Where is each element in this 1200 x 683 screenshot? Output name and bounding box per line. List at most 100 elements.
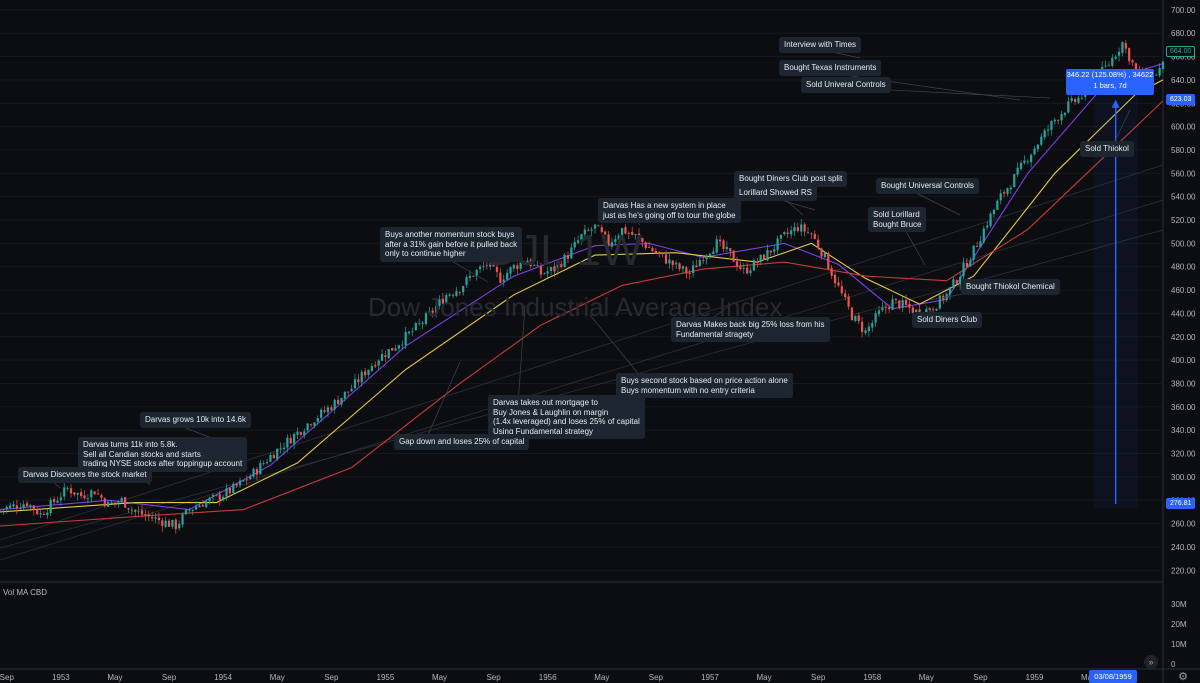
trade-annotation-label[interactable]: Sold Lorillard Bought Bruce xyxy=(868,207,927,232)
candle-body xyxy=(228,488,231,494)
candle-body xyxy=(1019,162,1023,169)
candle-body xyxy=(570,247,573,259)
trade-annotation-label[interactable]: Darvas turns 11k into 5.8k. Sell all Can… xyxy=(78,437,248,472)
candle-body xyxy=(232,483,235,494)
x-tick-label: 1959 xyxy=(1026,673,1044,682)
candle-body xyxy=(428,311,431,313)
candle-body xyxy=(411,330,414,332)
trade-annotation-label[interactable]: Interview with Times xyxy=(779,37,862,53)
candle-body xyxy=(1050,121,1053,130)
y-tick-label: 300.00 xyxy=(1171,473,1196,482)
trade-annotation-label[interactable]: Darvas Discvoers the stock market xyxy=(18,467,152,483)
candle-body xyxy=(96,493,100,495)
candle-body xyxy=(779,234,783,239)
trade-annotation-label[interactable]: Darvas grows 10k into 14.6k xyxy=(140,412,251,428)
trade-annotation-label[interactable]: Lorillard Showed RS xyxy=(734,185,817,201)
candle-body xyxy=(184,509,188,515)
y-tick-label: 460.00 xyxy=(1171,286,1196,295)
trade-annotation-label[interactable]: Gap down and loses 25% of capital xyxy=(394,434,530,450)
candle-body xyxy=(509,267,512,274)
candle-body xyxy=(773,249,776,252)
candle-body xyxy=(1053,119,1056,122)
trade-annotation-label[interactable]: Sold Thiokol xyxy=(1080,141,1134,157)
candle-body xyxy=(69,488,73,494)
candle-body xyxy=(407,331,411,334)
candle-body xyxy=(1128,48,1131,62)
candle-body xyxy=(641,238,644,242)
candle-body xyxy=(472,275,475,277)
y-tick-label: 660.00 xyxy=(1171,53,1196,62)
y-tick-label: 340.00 xyxy=(1171,426,1196,435)
candle-body xyxy=(904,299,908,305)
candle-body xyxy=(1030,154,1033,163)
candle-body xyxy=(242,480,245,482)
trade-annotation-label[interactable]: Darvas Makes back big 25% loss from his … xyxy=(671,317,830,342)
candle-body xyxy=(752,260,756,271)
candle-body xyxy=(712,251,715,255)
candle-body xyxy=(272,455,275,459)
y-tick-label: 680.00 xyxy=(1171,29,1196,38)
y-tick-label: 220.00 xyxy=(1171,566,1196,575)
candle-body xyxy=(56,500,59,503)
candle-body xyxy=(800,224,803,232)
y-tick-label: 440.00 xyxy=(1171,309,1196,318)
x-tick-label: 1956 xyxy=(539,673,557,682)
candle-body xyxy=(854,315,857,322)
y-tick-label: 600.00 xyxy=(1171,123,1196,132)
candle-body xyxy=(353,379,357,389)
candle-body xyxy=(830,268,833,276)
candle-body xyxy=(1067,101,1070,113)
trade-annotation-label[interactable]: Bought Texas Instruments xyxy=(779,60,882,76)
candle-body xyxy=(29,505,32,507)
y-tick-label: 500.00 xyxy=(1171,239,1196,248)
candle-body xyxy=(384,355,387,357)
trade-annotation-label[interactable]: Sold Univeral Controls xyxy=(801,77,891,93)
candle-body xyxy=(485,265,488,266)
candle-body xyxy=(786,232,789,234)
candle-body xyxy=(438,299,441,306)
candle-body xyxy=(255,469,259,475)
chevron-double-right-icon[interactable]: » xyxy=(1144,655,1158,669)
gear-icon[interactable]: ⚙ xyxy=(1178,671,1188,683)
candle-body xyxy=(336,399,340,405)
candle-body xyxy=(1016,167,1019,175)
candle-body xyxy=(117,501,120,503)
candle-body xyxy=(113,502,117,504)
candle-body xyxy=(972,245,975,260)
candle-body xyxy=(218,494,221,501)
trade-annotation-label[interactable]: Darvas takes out mortgage to Buy Jones &… xyxy=(488,395,645,439)
candle-body xyxy=(1043,130,1046,138)
annotation-connector xyxy=(517,304,526,406)
candle-body xyxy=(975,246,979,248)
candle-body xyxy=(1155,74,1158,76)
candle-body xyxy=(198,505,201,508)
x-tick-label: 1953 xyxy=(52,673,70,682)
trade-annotation-label[interactable]: Sold Diners Club xyxy=(912,312,983,328)
trade-annotation-label[interactable]: Bought Universal Controls xyxy=(876,178,979,194)
trade-annotation-label[interactable]: Darvas Has a new system in place just as… xyxy=(598,198,741,223)
trade-annotation-label[interactable]: Bought Diners Club post split xyxy=(734,171,848,187)
trade-annotation-label[interactable]: Buys another momentum stock buys after a… xyxy=(380,227,523,262)
candle-body xyxy=(928,307,931,311)
candle-body xyxy=(820,248,823,257)
candle-body xyxy=(451,294,455,296)
candle-body xyxy=(729,248,732,252)
candle-body xyxy=(59,497,62,501)
volume-tick-label: 0 xyxy=(1171,660,1176,669)
candle-body xyxy=(668,259,671,264)
candle-body xyxy=(1026,161,1029,163)
candle-body xyxy=(688,272,691,274)
candle-body xyxy=(320,409,323,418)
candle-body xyxy=(867,326,870,332)
candle-body xyxy=(654,250,657,253)
candle-body xyxy=(137,511,140,513)
candle-body xyxy=(1063,112,1067,115)
trade-annotation-label[interactable]: Bought Thiokol Chemical xyxy=(961,279,1060,295)
candle-body xyxy=(90,490,93,498)
trade-annotation-label[interactable]: Buys second stock based on price action … xyxy=(616,373,793,398)
candle-body xyxy=(83,495,86,499)
candle-body xyxy=(140,510,144,515)
candle-body xyxy=(404,332,407,346)
candle-body xyxy=(891,299,894,310)
